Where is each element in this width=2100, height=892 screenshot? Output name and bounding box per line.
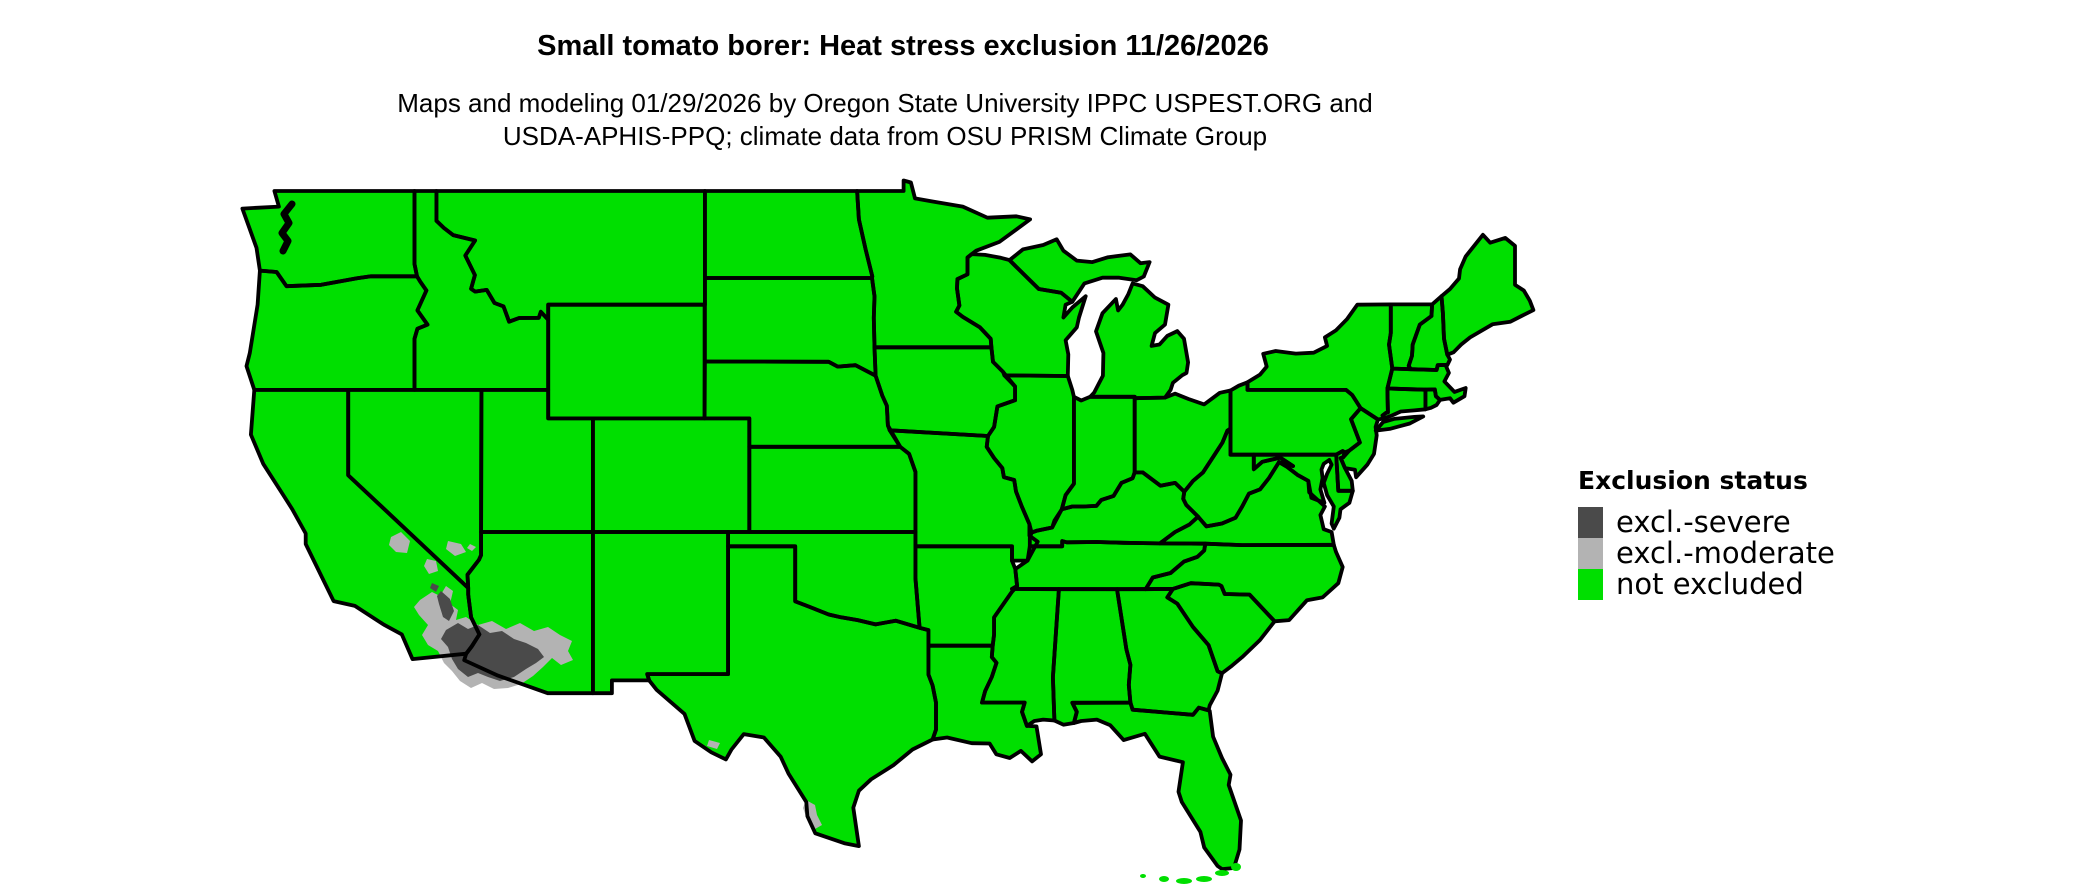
- credits-line-2: USDA-APHIS-PPQ; climate data from OSU PR…: [502, 121, 1268, 151]
- state-shape: [592, 532, 729, 694]
- state-border: [984, 373, 1076, 535]
- legend-swatch: [1578, 569, 1603, 600]
- exclusion-overlay-layer: [389, 532, 822, 829]
- state-shape: [414, 191, 549, 390]
- state-shape: [246, 270, 428, 390]
- legend-item-label: excl.-moderate: [1616, 536, 1835, 570]
- state-shape: [592, 418, 750, 532]
- exclusion-area-severe: [437, 591, 454, 621]
- legend-item: excl.-severe: [1578, 507, 1835, 538]
- legend-item: excl.-moderate: [1578, 538, 1835, 569]
- legend-swatch: [1578, 507, 1603, 538]
- florida-keys-island: [1140, 874, 1146, 878]
- state-shape: [982, 586, 1059, 726]
- exclusion-area-severe: [430, 583, 439, 592]
- state-border: [1007, 237, 1152, 304]
- florida-keys-island: [1231, 863, 1241, 871]
- page-title: Small tomato borer: Heat stress exclusio…: [537, 30, 1269, 62]
- exclusion-area-moderate: [467, 544, 476, 551]
- credits-line-1: Maps and modeling 01/29/2026 by Oregon S…: [397, 88, 1373, 118]
- legend-title: Exclusion status: [1578, 466, 1808, 495]
- state-shape: [704, 191, 873, 278]
- state-shape: [1117, 588, 1222, 715]
- exclusion-area-moderate: [707, 740, 720, 749]
- state-shape: [704, 278, 876, 376]
- state-shape: [1052, 589, 1131, 725]
- state-shape: [1389, 304, 1433, 370]
- state-shape: [1090, 283, 1189, 399]
- state-shape: [348, 389, 482, 588]
- state-shape: [986, 375, 1074, 533]
- state-shape: [728, 532, 920, 628]
- state-shape: [857, 180, 1031, 348]
- state-shape: [1009, 239, 1150, 302]
- state-shape: [1375, 416, 1424, 431]
- state-border: [1070, 700, 1243, 871]
- state-shape: [1382, 388, 1426, 419]
- legend-item: not excluded: [1578, 569, 1835, 600]
- state-border: [645, 544, 938, 848]
- exclusion-area-severe: [441, 623, 544, 681]
- state-shape: [647, 546, 936, 847]
- state-fill-layer: [242, 180, 1534, 870]
- state-border: [1373, 414, 1426, 433]
- florida-keys-island: [1196, 876, 1212, 882]
- puget-sound-inlet: [278, 200, 296, 255]
- map-extras-layer: [278, 200, 1241, 884]
- state-shape: [1230, 382, 1361, 455]
- state-shape: [1061, 396, 1135, 510]
- state-shape: [874, 347, 1016, 436]
- state-shape: [956, 254, 1086, 376]
- state-shape: [436, 191, 705, 322]
- map-legend: Exclusion status excl.-severe excl.-moder…: [1578, 466, 1835, 600]
- state-shape: [749, 446, 916, 532]
- florida-keys-island: [1215, 870, 1229, 876]
- legend-swatch: [1578, 538, 1603, 569]
- state-shape: [1408, 296, 1450, 370]
- state-border: [462, 530, 595, 696]
- florida-keys-island: [1176, 878, 1192, 884]
- exclusion-area-moderate: [389, 532, 410, 553]
- state-shape: [481, 389, 593, 532]
- state-shape: [1029, 472, 1199, 547]
- state-border: [1251, 452, 1355, 531]
- state-border: [954, 252, 1088, 378]
- state-shape: [915, 546, 1018, 646]
- state-border: [1059, 394, 1137, 512]
- state-shape: [1183, 428, 1294, 527]
- state-shape: [1441, 234, 1534, 355]
- state-shape: [1247, 304, 1393, 420]
- legend-rows: excl.-severe excl.-moderate not excluded: [1578, 507, 1835, 600]
- legend-item-label: not excluded: [1616, 567, 1804, 601]
- state-shape: [1012, 541, 1206, 590]
- state-border-layer: [240, 178, 1536, 871]
- state-shape: [548, 304, 705, 419]
- map-credits: Maps and modeling 01/29/2026 by Oregon S…: [397, 87, 1373, 153]
- exclusion-area-moderate: [446, 541, 466, 556]
- state-shape: [889, 430, 1038, 561]
- state-border: [1132, 388, 1233, 494]
- florida-keys-island: [1159, 876, 1169, 882]
- state-border: [1088, 281, 1190, 401]
- state-shape: [704, 361, 901, 447]
- state-shape: [1072, 702, 1241, 870]
- state-border: [1439, 232, 1536, 357]
- state-shape: [250, 389, 480, 660]
- legend-item-label: excl.-severe: [1616, 505, 1791, 539]
- exclusion-area-moderate: [424, 559, 438, 574]
- state-shape: [1145, 543, 1343, 622]
